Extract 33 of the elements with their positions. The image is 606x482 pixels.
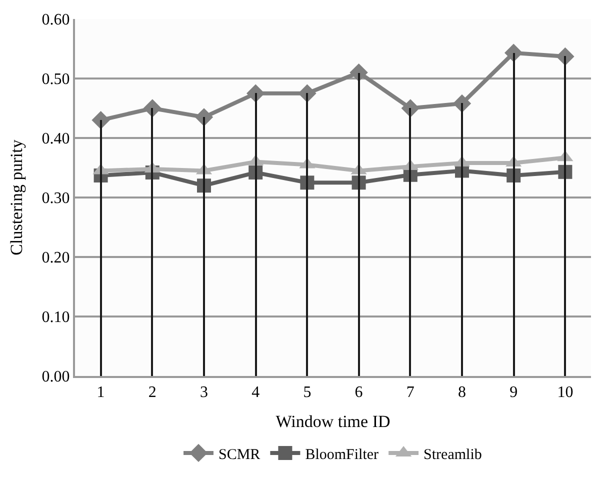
x-tick-label: 5: [303, 384, 312, 402]
bar: [513, 53, 515, 376]
x-tick-label: 6: [354, 384, 363, 402]
point: [504, 44, 523, 62]
x-tick-label: 10: [557, 384, 574, 402]
bar: [461, 103, 463, 376]
x-tick-label: 9: [510, 384, 518, 402]
x-axis-title: Window time ID: [276, 412, 390, 432]
x-tick-label: 8: [458, 384, 466, 402]
x-tick-label: 2: [148, 384, 156, 402]
y-tick-label: 0.10: [42, 309, 70, 326]
bar: [100, 120, 102, 376]
legend-label: Streamlib: [424, 446, 482, 463]
y-tick-label: 0.60: [42, 12, 70, 29]
x-tick-label: 4: [252, 384, 260, 402]
bar: [358, 73, 360, 376]
bar: [203, 117, 205, 376]
x-tick-label: 1: [96, 384, 105, 402]
bar: [306, 93, 308, 376]
x-tick-label: 7: [406, 384, 414, 402]
bar: [255, 93, 257, 376]
bar: [409, 108, 411, 376]
y-axis-title: Clustering purity: [6, 139, 26, 256]
y-tick-label: 0.00: [42, 368, 70, 386]
y-tick-label: 0.40: [42, 130, 70, 148]
legend-label: SCMR: [218, 446, 260, 463]
bar: [564, 56, 566, 376]
x-tick-label: 3: [200, 384, 208, 402]
y-tick-label: 0.50: [42, 71, 70, 88]
legend-label: BloomFilter: [305, 446, 379, 463]
y-tick-label: 0.20: [42, 250, 70, 267]
y-tick-label: 0.30: [42, 190, 70, 208]
bar: [151, 108, 153, 376]
